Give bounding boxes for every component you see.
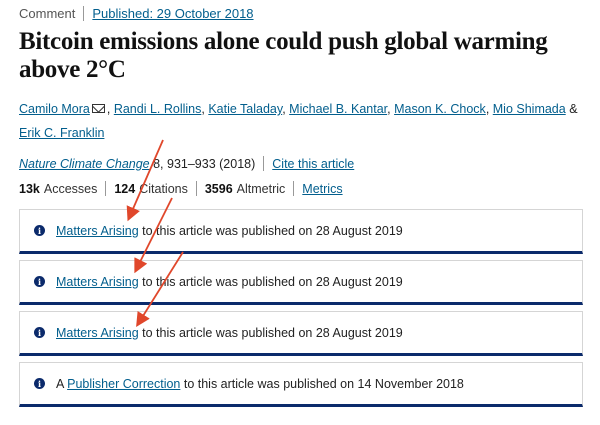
- notice-text: to this article was published on 28 Augu…: [138, 274, 403, 289]
- citation-line: Nature Climate Change 8, 931–933 (2018) …: [19, 156, 354, 171]
- author-list: Camilo Mora, Randi L. Rollins, Katie Tal…: [19, 102, 578, 140]
- article-meta: Comment Published: 29 October 2018: [19, 6, 254, 21]
- matters-arising-notice: i Matters Arising to this article was pu…: [19, 260, 583, 305]
- divider: [105, 181, 107, 196]
- mail-icon[interactable]: [91, 104, 105, 114]
- divider: [195, 181, 197, 196]
- metrics-link[interactable]: Metrics: [302, 181, 343, 196]
- article-title: Bitcoin emissions alone could push globa…: [19, 28, 548, 83]
- annotation-arrow: [126, 139, 164, 222]
- author-link[interactable]: Mio Shimada: [492, 102, 566, 116]
- matters-arising-link[interactable]: Matters Arising: [56, 274, 139, 289]
- published-date-link[interactable]: Published: 29 October 2018: [92, 6, 254, 21]
- divider: [83, 6, 85, 21]
- divider: [293, 181, 295, 196]
- accesses-label: Accesses: [43, 181, 98, 196]
- author-link[interactable]: Katie Taladay: [208, 102, 283, 116]
- author-link[interactable]: Mason K. Chock: [394, 102, 486, 116]
- info-icon: i: [34, 378, 45, 389]
- author-link[interactable]: Michael B. Kantar: [289, 102, 388, 116]
- info-icon: i: [34, 276, 45, 287]
- article-type: Comment: [19, 6, 76, 21]
- publisher-correction-notice: i A Publisher Correction to this article…: [19, 362, 583, 407]
- citations-label: Citations: [139, 181, 188, 196]
- citations-value: 124: [114, 181, 136, 196]
- matters-arising-link[interactable]: Matters Arising: [56, 325, 139, 340]
- matters-arising-notice: i Matters Arising to this article was pu…: [19, 209, 583, 254]
- notice-text: to this article was published on 14 Nove…: [180, 376, 464, 391]
- accesses-value: 13k: [19, 181, 40, 196]
- info-icon: i: [34, 327, 45, 338]
- matters-arising-notice: i Matters Arising to this article was pu…: [19, 311, 583, 356]
- metrics-bar: 13k Accesses 124 Citations 3596 Altmetri…: [19, 181, 343, 196]
- altmetric-label: Altmetric: [236, 181, 286, 196]
- author-link[interactable]: Randi L. Rollins: [113, 102, 202, 116]
- publisher-correction-link[interactable]: Publisher Correction: [67, 376, 181, 391]
- cite-article-link[interactable]: Cite this article: [272, 156, 355, 171]
- author-link[interactable]: Erik C. Franklin: [19, 126, 105, 140]
- info-icon: i: [34, 225, 45, 236]
- author-link[interactable]: Camilo Mora: [19, 102, 90, 116]
- divider: [263, 156, 265, 171]
- notice-text: to this article was published on 28 Augu…: [138, 325, 403, 340]
- altmetric-value: 3596: [204, 181, 233, 196]
- notice-text: to this article was published on 28 Augu…: [138, 223, 403, 238]
- journal-link[interactable]: Nature Climate Change: [19, 156, 150, 171]
- matters-arising-link[interactable]: Matters Arising: [56, 223, 139, 238]
- citation-details: 8, 931–933 (2018): [149, 156, 256, 171]
